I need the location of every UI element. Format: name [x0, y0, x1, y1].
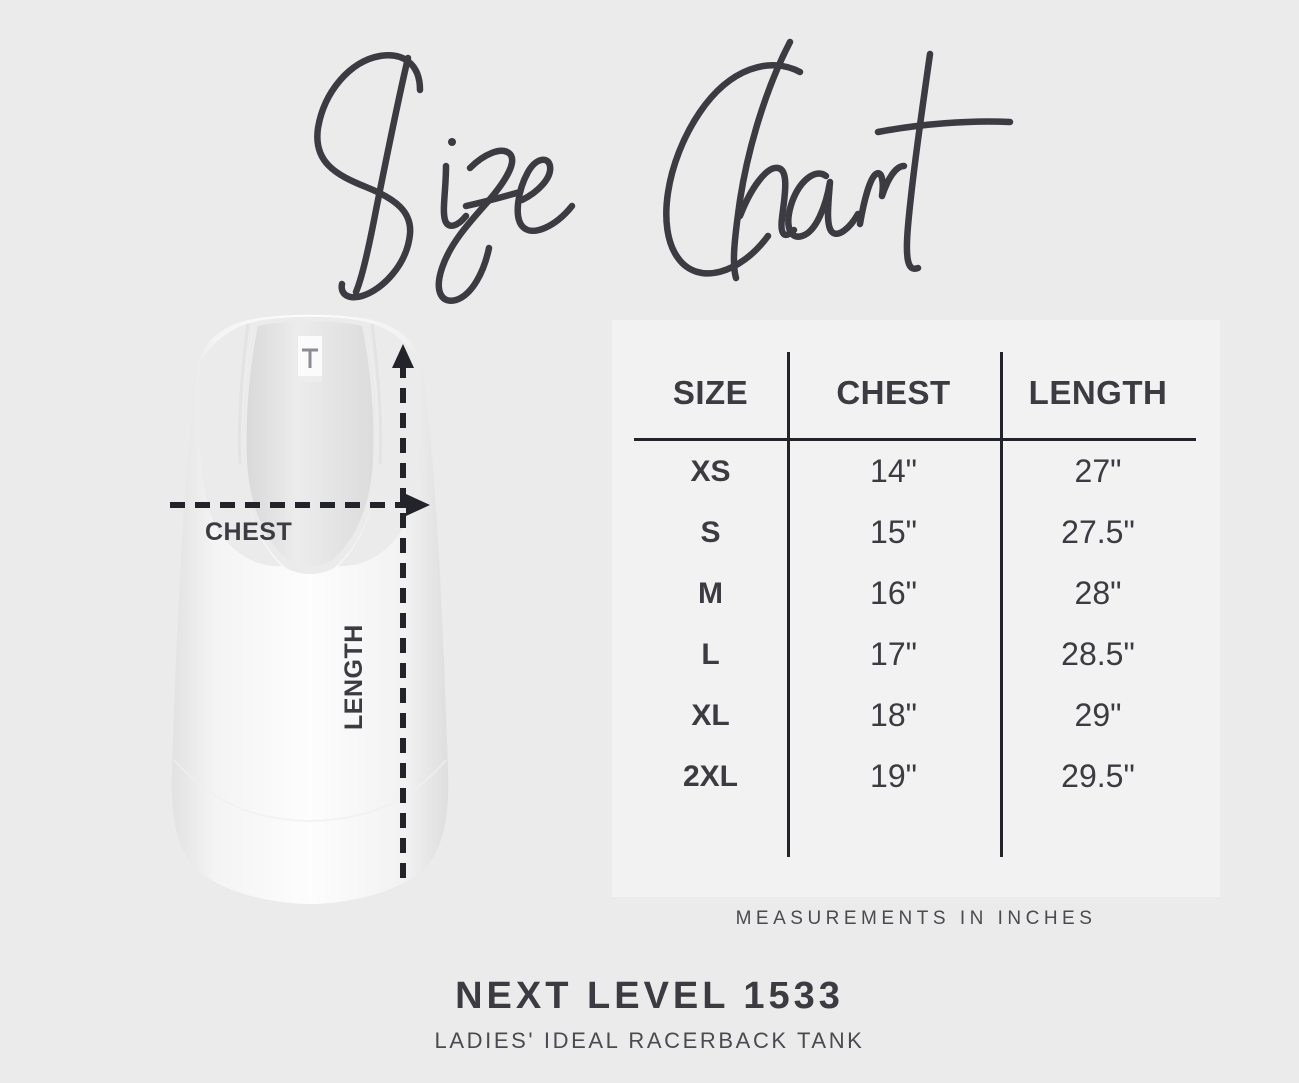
product-description: LADIES' IDEAL RACERBACK TANK — [434, 1028, 865, 1053]
cell-size: S — [700, 515, 721, 549]
cell-chest: 18" — [870, 697, 917, 733]
cell-length: 29" — [1074, 697, 1122, 733]
cell-chest: 17" — [870, 636, 917, 672]
tank-body — [171, 314, 449, 904]
product-name: NEXT LEVEL 1533 — [455, 975, 844, 1017]
cell-size: XS — [690, 454, 731, 488]
cell-length: 27.5" — [1061, 514, 1135, 550]
racerback-tank-illustration — [130, 300, 490, 910]
size-chart-table: SIZE CHEST LENGTH XS 14" 27" S 15" 27.5"… — [634, 352, 1196, 807]
measurements-note: MEASUREMENTS IN INCHES — [735, 908, 1097, 929]
cell-length: 29.5" — [1061, 758, 1135, 794]
cell-chest: 16" — [870, 575, 917, 611]
cell-length: 28" — [1074, 575, 1122, 611]
page-title — [270, 20, 1140, 320]
cell-chest: 14" — [870, 453, 917, 489]
cell-chest: 19" — [870, 758, 917, 794]
cell-size: L — [701, 637, 720, 671]
dashed-arrow-up-icon — [392, 344, 414, 878]
column-header-length: LENGTH — [1000, 352, 1196, 441]
table-row: M 16" 28" — [634, 563, 1196, 624]
column-header-chest: CHEST — [787, 352, 1000, 441]
table-row: 2XL 19" 29.5" — [634, 746, 1196, 807]
chest-measure-label: CHEST — [205, 518, 293, 546]
table-row: L 17" 28.5" — [634, 624, 1196, 685]
cell-length: 27" — [1074, 453, 1122, 489]
table-row: XS 14" 27" — [634, 440, 1196, 503]
cell-chest: 15" — [870, 514, 917, 550]
table-row: XL 18" 29" — [634, 685, 1196, 746]
table-header-row: SIZE CHEST LENGTH — [634, 352, 1196, 441]
length-measure-label: LENGTH — [340, 624, 368, 730]
cell-size: M — [698, 576, 723, 610]
cell-size: 2XL — [682, 759, 739, 793]
cell-length: 28.5" — [1061, 636, 1135, 672]
table-row: S 15" 27.5" — [634, 502, 1196, 563]
table-column-divider-1 — [787, 352, 790, 857]
table-column-divider-2 — [1000, 352, 1003, 857]
dashed-arrow-right-icon — [170, 494, 430, 516]
neck-label-tag-icon — [298, 336, 322, 382]
column-header-size: SIZE — [634, 352, 787, 441]
cell-size: XL — [691, 698, 730, 732]
